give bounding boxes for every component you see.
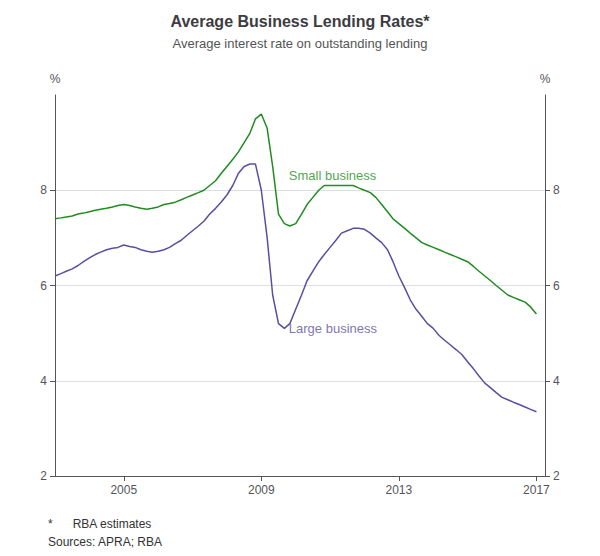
svg-text:%: %	[540, 72, 551, 86]
svg-text:Average Business Lending Rates: Average Business Lending Rates*	[170, 13, 430, 30]
svg-text:Small business: Small business	[289, 168, 377, 183]
svg-text:6: 6	[40, 279, 47, 293]
svg-text:2005: 2005	[110, 483, 137, 497]
svg-text:2: 2	[553, 469, 560, 483]
svg-text:Average interest rate on outst: Average interest rate on outstanding len…	[173, 36, 428, 51]
svg-text:2017: 2017	[523, 483, 550, 497]
svg-text:2: 2	[40, 469, 47, 483]
svg-text:2009: 2009	[248, 483, 275, 497]
svg-text:8: 8	[553, 183, 560, 197]
svg-text:4: 4	[40, 374, 47, 388]
svg-text:Large business: Large business	[289, 321, 378, 336]
svg-text:%: %	[50, 72, 61, 86]
svg-text:Sources: APRA; RBA: Sources: APRA; RBA	[48, 535, 162, 549]
svg-text:2013: 2013	[386, 483, 413, 497]
svg-text:8: 8	[40, 183, 47, 197]
svg-text:4: 4	[553, 374, 560, 388]
svg-text:* RBA estimates: * RBA estimates	[48, 517, 151, 531]
svg-text:6: 6	[553, 279, 560, 293]
